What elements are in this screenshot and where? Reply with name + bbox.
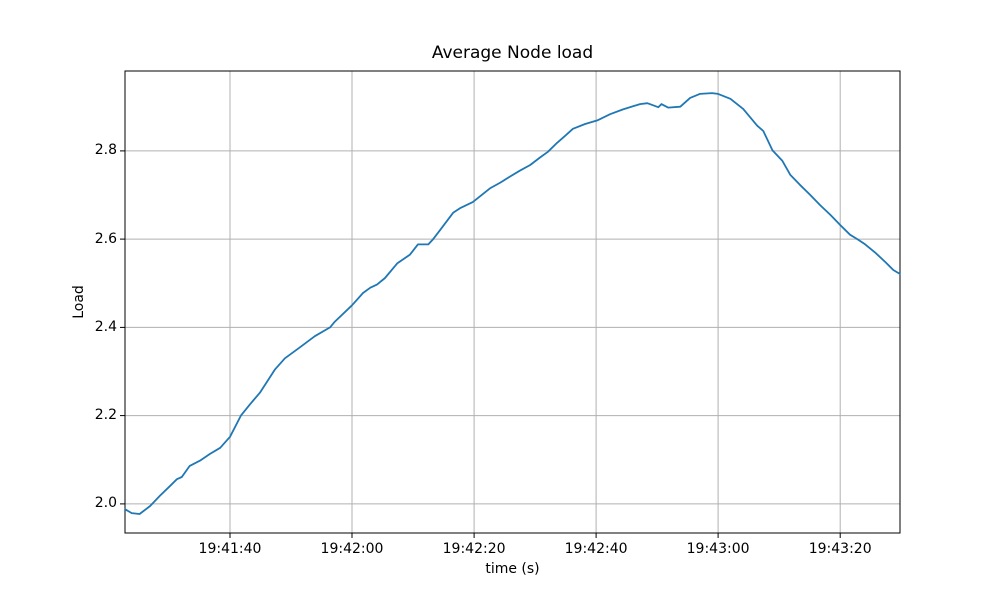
y-tick-label: 2.2 <box>94 407 117 424</box>
y-tick-label: 2.8 <box>94 142 117 159</box>
x-tick-label: 19:42:00 <box>320 541 384 557</box>
x-tick-label: 19:42:40 <box>564 541 628 557</box>
y-axis-label: Load <box>71 285 87 319</box>
x-tick-label: 19:43:20 <box>808 541 872 557</box>
chart-title: Average Node load <box>431 43 594 63</box>
x-tick-label: 19:43:00 <box>686 541 750 557</box>
plot-border <box>124 70 901 534</box>
y-tick-label: 2.6 <box>94 230 117 247</box>
y-tick-label: 2.0 <box>94 495 117 512</box>
y-tick-label: 2.4 <box>94 318 117 335</box>
load-series-line <box>124 92 901 515</box>
x-tick-label: 19:42:20 <box>442 541 506 557</box>
x-axis-label: time (s) <box>485 561 540 577</box>
x-tick-label: 19:41:40 <box>198 541 262 557</box>
